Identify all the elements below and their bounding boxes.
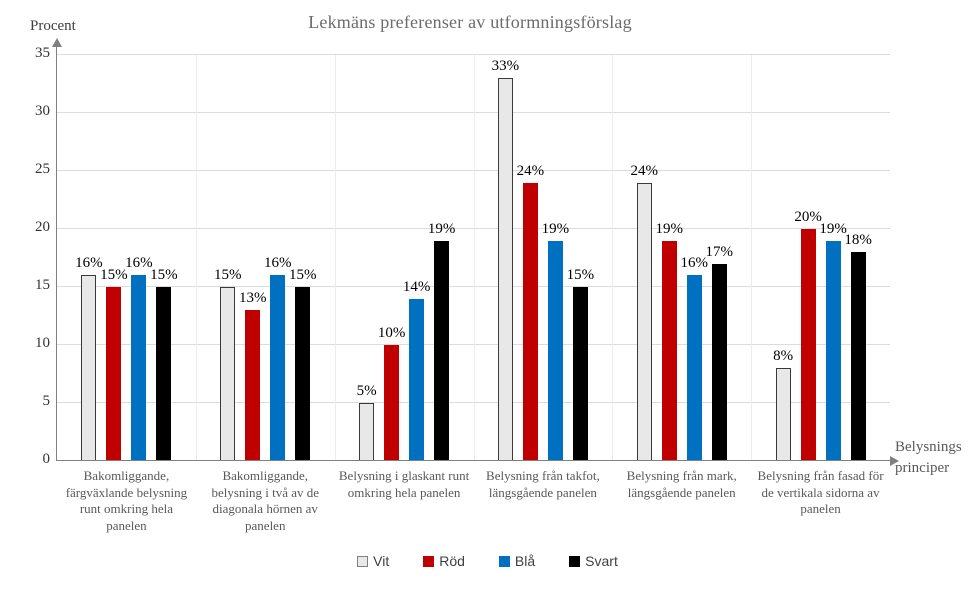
legend-swatch-icon — [569, 555, 581, 567]
bar-blå-cat6 — [825, 240, 841, 461]
legend-swatch-icon — [498, 555, 510, 567]
bar-value-label: 15% — [100, 267, 128, 283]
y-tick-label: 25 — [35, 161, 50, 177]
bar-vit-cat6 — [775, 368, 791, 461]
bar-value-label: 5% — [356, 383, 377, 399]
gridline — [57, 112, 890, 113]
legend-swatch-icon — [423, 555, 435, 567]
legend-swatch-icon — [357, 555, 369, 567]
x-axis-title-line1: Belysnings — [895, 439, 962, 455]
y-tick-label: 35 — [35, 45, 50, 61]
gridline — [57, 170, 890, 171]
bar-vit-cat1 — [81, 275, 97, 461]
category-label: Bakomliggande, färgväxlande belysning ru… — [65, 468, 188, 533]
bar-svart-cat4 — [572, 287, 588, 461]
bar-value-label: 24% — [516, 162, 545, 179]
bar-value-label: 16% — [125, 255, 153, 272]
legend-item-blå: Blå — [498, 553, 536, 569]
bar-svart-cat2 — [295, 287, 311, 461]
category-boundary-gridline — [196, 55, 197, 461]
bar-value-label: 14% — [402, 278, 431, 295]
bar-svart-cat1 — [156, 287, 172, 461]
x-axis-arrow-icon — [890, 456, 899, 466]
bar-value-label: 16% — [264, 255, 292, 272]
y-tick-label: 10 — [35, 335, 50, 351]
chart-title: Lekmäns preferenser av utformningsförsla… — [308, 12, 632, 32]
bar-value-label: 16% — [75, 255, 103, 272]
x-axis-title-line2: principer — [895, 460, 950, 476]
bar-röd-cat2 — [245, 310, 261, 461]
bar-value-label: 19% — [427, 220, 456, 237]
bar-svart-cat6 — [850, 252, 866, 461]
y-tick-label: 15 — [35, 277, 50, 293]
bar-value-label: 15% — [566, 267, 595, 283]
x-axis-title: Belysnings principer — [895, 437, 962, 479]
category-boundary-gridline — [751, 55, 752, 461]
bar-value-label: 20% — [794, 209, 822, 225]
plot-area: 16% 15% 16% 15% 15% 13% 16% 15% 5% 10% 14% 19% 33% 24… — [57, 54, 890, 461]
legend-label: Blå — [514, 553, 536, 569]
bar-vit-cat4 — [497, 78, 513, 461]
category-label: Belysning från fasad för de vertikala si… — [757, 468, 884, 516]
legend: Vit Röd Blå Svart — [0, 553, 975, 569]
category-boundary-gridline — [474, 55, 475, 461]
legend-item-svart: Svart — [569, 553, 618, 569]
bar-value-label: 15% — [289, 267, 317, 283]
legend-label: Svart — [585, 553, 618, 569]
bar-svart-cat3 — [434, 240, 450, 461]
bar-vit-cat2 — [220, 287, 236, 461]
bar-value-label: 13% — [239, 290, 267, 307]
bar-value-label: 33% — [491, 58, 520, 75]
x-axis-line — [56, 460, 892, 461]
gridline — [57, 54, 890, 55]
bar-value-label: 8% — [773, 348, 794, 365]
y-axis-line — [56, 45, 57, 461]
category-label: Bakomliggande, belysning i två av de dia… — [211, 468, 320, 533]
gridline — [57, 402, 890, 403]
bar-blå-cat2 — [270, 275, 286, 461]
bar-röd-cat3 — [384, 345, 400, 461]
bar-value-label: 15% — [150, 267, 178, 283]
legend-label: Röd — [439, 553, 465, 569]
category-label: Belysning från mark, längsgående panelen — [626, 468, 737, 500]
bar-röd-cat6 — [800, 229, 816, 461]
gridline — [57, 286, 890, 287]
gridline — [57, 344, 890, 345]
bar-svart-cat5 — [711, 263, 727, 461]
bar-röd-cat1 — [106, 287, 122, 461]
bar-blå-cat3 — [409, 298, 425, 461]
bar-value-label: 19% — [541, 220, 570, 237]
bar-blå-cat1 — [131, 275, 147, 461]
bar-röd-cat5 — [661, 240, 677, 461]
bar-value-label: 19% — [819, 220, 847, 237]
y-tick-label: 0 — [42, 451, 51, 467]
category-boundary-gridline — [335, 55, 336, 461]
bar-value-label: 19% — [655, 220, 684, 237]
y-tick-label: 5 — [42, 393, 51, 409]
bar-röd-cat4 — [522, 182, 538, 461]
y-axis-arrow-icon — [52, 38, 62, 47]
bar-blå-cat5 — [686, 275, 702, 461]
category-label: Belysning från takfot, längsgående panel… — [486, 468, 600, 500]
bar-vit-cat3 — [359, 403, 375, 461]
legend-label: Vit — [373, 553, 390, 569]
bar-blå-cat4 — [547, 240, 563, 461]
gridline — [57, 228, 890, 229]
bar-value-label: 18% — [844, 232, 872, 249]
legend-item-röd: Röd — [423, 553, 465, 569]
bar-value-label: 16% — [680, 255, 709, 272]
category-boundary-gridline — [612, 55, 613, 461]
bar-value-label: 24% — [630, 162, 659, 179]
bar-value-label: 10% — [377, 325, 406, 341]
category-labels: Bakomliggande, färgväxlande belysning ru… — [57, 468, 890, 534]
y-tick-label: 20 — [35, 219, 50, 235]
y-axis-title: Procent — [30, 18, 76, 34]
category-label: Belysning i glaskant runt omkring hela p… — [338, 468, 470, 500]
legend-item-vit: Vit — [357, 553, 389, 569]
y-tick-label: 30 — [35, 103, 50, 119]
bar-value-label: 17% — [705, 243, 734, 260]
bar-value-label: 15% — [214, 267, 242, 283]
